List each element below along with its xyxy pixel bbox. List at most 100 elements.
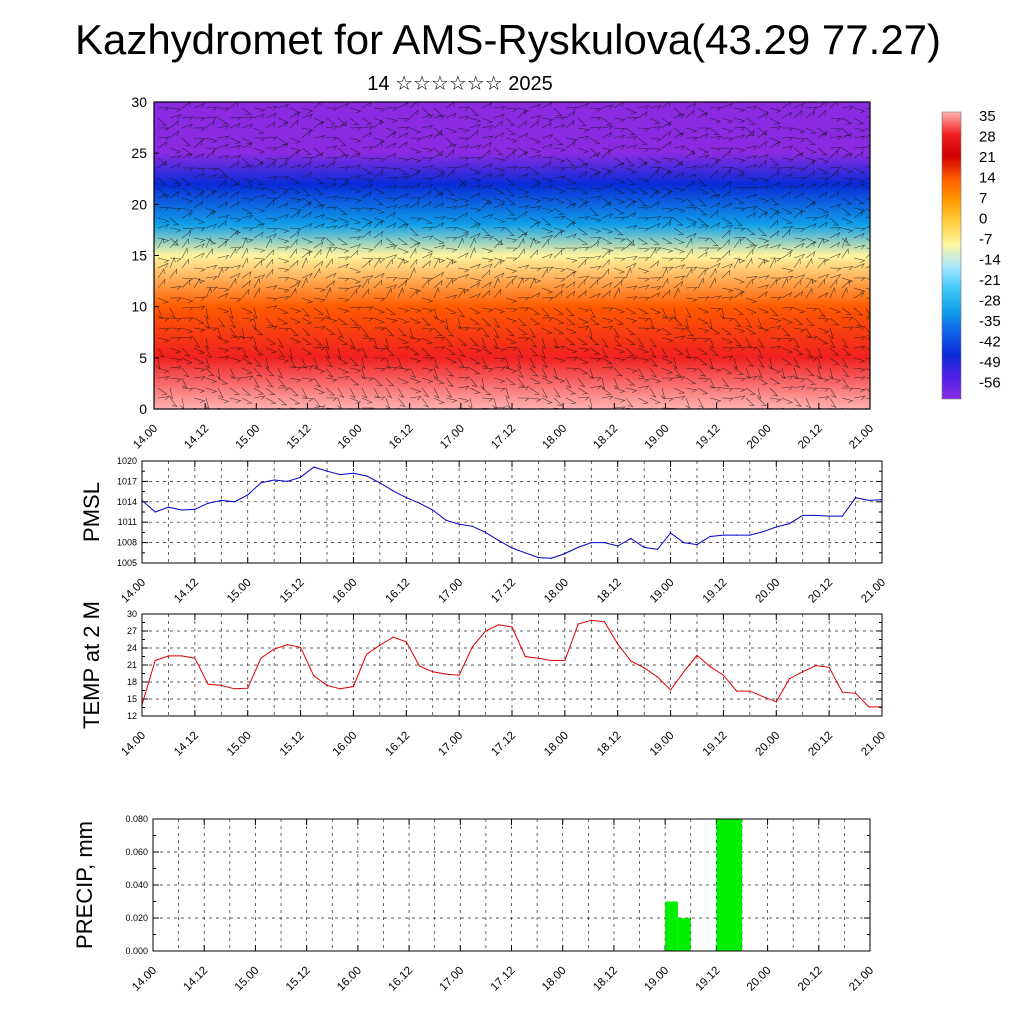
- x-tick-label: 21.00: [859, 730, 888, 759]
- data-point: [802, 515, 803, 516]
- data-point: [353, 686, 354, 687]
- y-tick-label: 0.060: [125, 847, 148, 857]
- wind-barb: [721, 408, 725, 419]
- cross-section-panel: 051015202530 14.00 14.12 15.00 15.12 16.00 16…: [131, 94, 877, 451]
- data-point: [710, 666, 711, 667]
- data-point: [155, 660, 156, 661]
- data-point: [736, 691, 737, 692]
- x-tick-label: 20.00: [745, 965, 774, 994]
- y-tick-label: 1017: [117, 476, 137, 486]
- data-point: [723, 675, 724, 676]
- data-point: [287, 481, 288, 482]
- colorbar-label: -14: [979, 252, 1001, 269]
- cross-section-x-axis: 14.00 14.12 15.00 15.12 16.00 16.12 17.00 17.12…: [131, 403, 876, 451]
- x-tick-label: 15.00: [225, 577, 254, 606]
- data-point: [194, 658, 195, 659]
- data-point: [419, 666, 420, 667]
- precip-panel: 0.0000.0200.0400.0600.08014.00 14.12 15.00…: [72, 814, 876, 993]
- y-tick-label: 5: [139, 350, 147, 366]
- y-axis-label: PMSL: [79, 482, 104, 542]
- charts-canvas: 051015202530 14.00 14.12 15.00 15.12 16.00 16…: [0, 0, 1024, 1024]
- x-tick-label: 14.12: [172, 577, 201, 606]
- data-point: [511, 626, 512, 627]
- data-point: [763, 531, 764, 532]
- data-point: [578, 624, 579, 625]
- data-point: [181, 509, 182, 510]
- y-tick-label: 0.040: [125, 880, 148, 890]
- data-point: [155, 511, 156, 512]
- x-tick-label: 18.12: [592, 423, 621, 452]
- colorbar-label: 14: [979, 170, 996, 187]
- data-point: [723, 535, 724, 536]
- y-tick-label: 18: [127, 677, 137, 687]
- wind-barb: [156, 408, 160, 419]
- data-point: [683, 542, 684, 543]
- data-point: [776, 701, 777, 702]
- data-point: [696, 544, 697, 545]
- data-point: [274, 479, 275, 480]
- data-point: [379, 645, 380, 646]
- data-point: [591, 542, 592, 543]
- x-tick-label: 18.00: [540, 965, 569, 994]
- data-point: [815, 515, 816, 516]
- data-point: [525, 552, 526, 553]
- data-point: [802, 671, 803, 672]
- x-tick-label: 15.12: [285, 423, 314, 452]
- x-tick-label: 20.12: [796, 965, 825, 994]
- data-point: [247, 688, 248, 689]
- y-tick-label: 1014: [117, 497, 137, 507]
- data-point: [578, 547, 579, 548]
- x-tick-label: 16.12: [386, 965, 415, 994]
- data-point: [287, 644, 288, 645]
- y-tick-label: 20: [131, 196, 147, 212]
- x-tick-label: 18.00: [542, 730, 571, 759]
- colorbar-label: -56: [979, 375, 1001, 392]
- data-point: [406, 497, 407, 498]
- x-tick-label: 17.12: [489, 965, 518, 994]
- x-tick-label: 16.00: [335, 965, 364, 994]
- data-point: [551, 558, 552, 559]
- x-tick-label: 19.00: [648, 577, 677, 606]
- colorbar-label: 35: [979, 108, 996, 125]
- x-tick-label: 14.12: [172, 730, 201, 759]
- x-tick-label: 16.12: [384, 730, 413, 759]
- x-tick-label: 18.12: [591, 965, 620, 994]
- colorbar-label: 21: [979, 149, 996, 166]
- colorbar-label: -49: [979, 354, 1001, 371]
- data-point: [472, 646, 473, 647]
- data-point: [366, 654, 367, 655]
- y-tick-label: 0.000: [125, 946, 148, 956]
- data-point: [789, 523, 790, 524]
- data-point: [617, 545, 618, 546]
- x-tick-label: 14.12: [182, 423, 211, 452]
- data-point: [445, 674, 446, 675]
- data-point: [710, 536, 711, 537]
- x-tick-label: 15.12: [278, 730, 307, 759]
- y-tick-label: 30: [131, 94, 147, 110]
- x-tick-label: 14.00: [131, 423, 160, 452]
- x-tick-label: 19.12: [694, 965, 723, 994]
- x-tick-label: 16.12: [387, 423, 416, 452]
- y-tick-label: 1008: [117, 538, 137, 548]
- data-point: [445, 520, 446, 521]
- y-tick-label: 0: [139, 401, 147, 417]
- data-point: [657, 549, 658, 550]
- x-tick-label: 14.00: [119, 730, 148, 759]
- x-tick-label: 18.12: [595, 730, 624, 759]
- x-tick-label: 20.00: [754, 730, 783, 759]
- x-tick-label: 20.12: [796, 423, 825, 452]
- data-point: [379, 482, 380, 483]
- data-point: [419, 503, 420, 504]
- y-tick-label: 0.020: [125, 913, 148, 923]
- x-tick-label: 19.00: [643, 423, 672, 452]
- x-tick-label: 15.00: [234, 423, 263, 452]
- data-point: [260, 482, 261, 483]
- precip-bar: [716, 819, 742, 951]
- x-tick-label: 17.12: [489, 730, 518, 759]
- data-point: [670, 533, 671, 534]
- data-point: [168, 655, 169, 656]
- x-tick-label: 20.12: [806, 577, 835, 606]
- x-tick-label: 21.00: [847, 965, 876, 994]
- x-tick-label: 16.00: [331, 577, 360, 606]
- data-point: [313, 467, 314, 468]
